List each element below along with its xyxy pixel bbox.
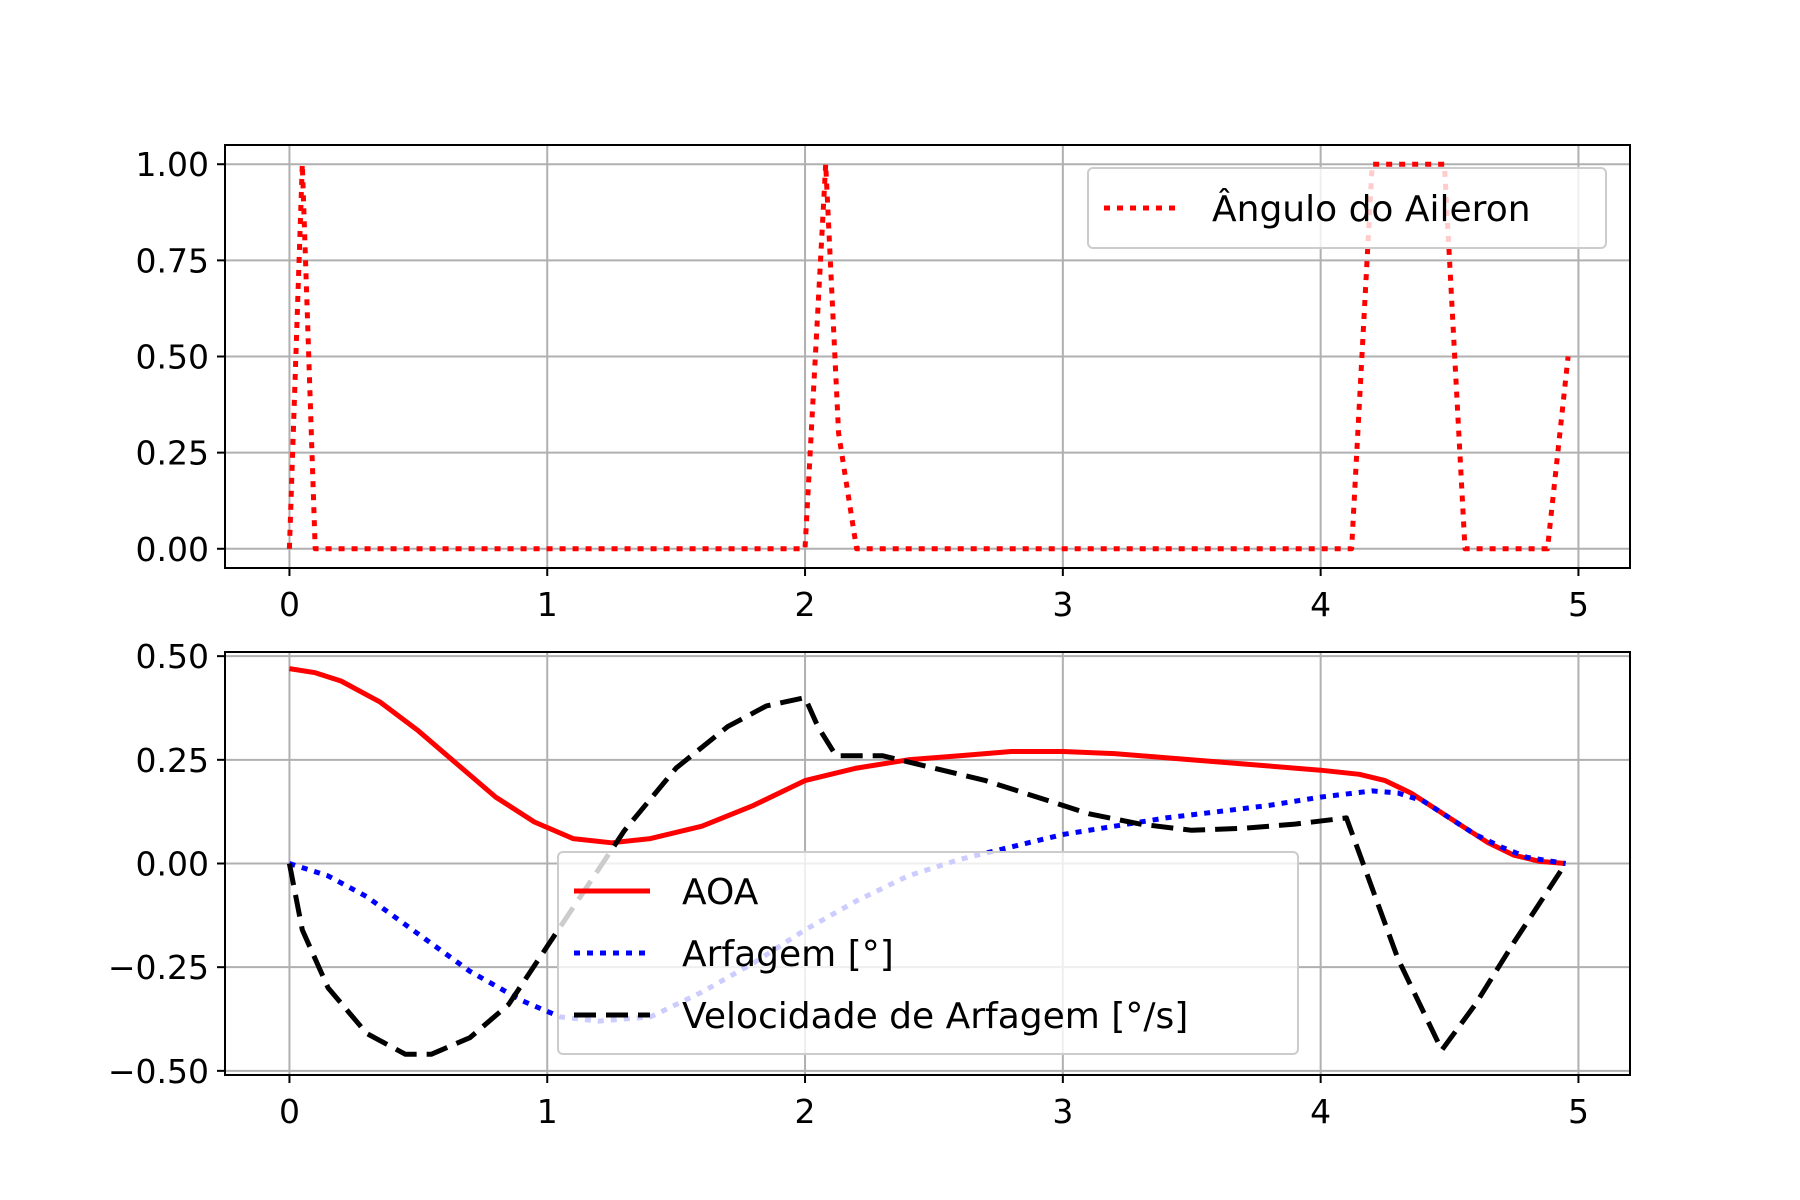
- y-tick-label: 0.25: [136, 741, 209, 780]
- legend: Ângulo do Aileron: [1087, 167, 1607, 249]
- x-tick-label: 3: [1052, 1092, 1073, 1131]
- x-tick-label: 3: [1052, 585, 1073, 624]
- y-tick-label: 0.00: [136, 530, 209, 569]
- x-tick-label: 5: [1568, 585, 1589, 624]
- series-group: [286, 161, 1571, 552]
- x-tick-label: 0: [279, 1092, 300, 1131]
- y-tick-label: 0.00: [136, 845, 209, 884]
- series-line-1: [289, 666, 1566, 866]
- x-tick-label: 1: [537, 585, 558, 624]
- x-tick-label: 4: [1310, 1092, 1331, 1131]
- legend-label: Arfagem [°]: [682, 934, 894, 975]
- x-tick-label: 0: [279, 585, 300, 624]
- series-line-3: [286, 695, 1568, 1057]
- y-tick-label: 1.00: [136, 145, 209, 184]
- legend-label: Ângulo do Aileron: [1212, 188, 1531, 230]
- x-tick-label: 2: [795, 585, 816, 624]
- y-tick-label: 0.50: [136, 637, 209, 676]
- series-line-1: [286, 161, 1571, 552]
- legend-label: AOA: [682, 872, 759, 913]
- legend: AOA Arfagem [°] Velocidade de Arfagem [°/s…: [557, 851, 1299, 1055]
- y-tick-label: −0.25: [108, 948, 209, 987]
- legend-label: Velocidade de Arfagem [°/s]: [682, 996, 1188, 1037]
- x-tick-label: 5: [1568, 1092, 1589, 1131]
- x-tick-label: 2: [795, 1092, 816, 1131]
- y-tick-label: 0.50: [136, 338, 209, 377]
- legend-box: [1087, 167, 1607, 249]
- y-tick-label: 0.25: [136, 434, 209, 473]
- x-tick-label: 4: [1310, 585, 1331, 624]
- y-tick-label: −0.50: [108, 1052, 209, 1091]
- x-tick-label: 1: [537, 1092, 558, 1131]
- y-tick-label: 0.75: [136, 241, 209, 280]
- aileron-angle-chart: 0 1 2 3 4 5 0.00 0.25 0.50 0.75 1.00 Ângulo do Aile…: [136, 144, 1631, 624]
- series-group: [286, 666, 1568, 1057]
- flight-response-chart: 0 1 2 3 4 5 −0.50 −0.25 0.00 0.25 0.50 AOA Arfagem […: [108, 637, 1631, 1131]
- legend-box: [557, 851, 1299, 1055]
